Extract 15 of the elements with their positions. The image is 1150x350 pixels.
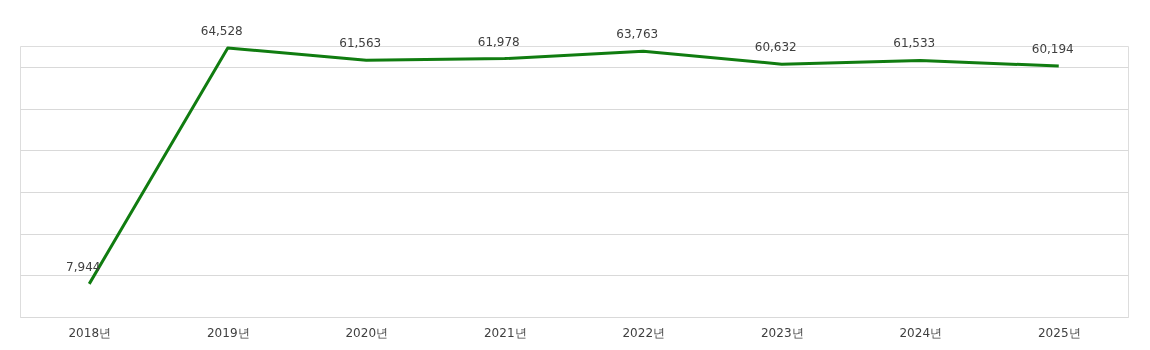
x-tick-label: 2022년 (622, 325, 666, 340)
data-label: 60,632 (754, 40, 797, 55)
data-label: 61,978 (477, 34, 520, 49)
data-label: 64,528 (200, 23, 243, 38)
x-tick-label: 2021년 (483, 325, 527, 340)
data-label: 61,533 (893, 36, 936, 51)
data-label: 61,563 (339, 36, 382, 51)
x-tick-label: 2024년 (899, 325, 943, 340)
x-tick-label: 2018년 (68, 325, 112, 340)
x-tick-label: 2023년 (760, 325, 804, 340)
x-tick-label: 2020년 (345, 325, 389, 340)
data-label: 63,763 (616, 27, 659, 42)
x-tick-label: 2019년 (206, 325, 250, 340)
data-label: 60,194 (1031, 42, 1074, 57)
x-tick-label: 2025년 (1037, 325, 1081, 340)
